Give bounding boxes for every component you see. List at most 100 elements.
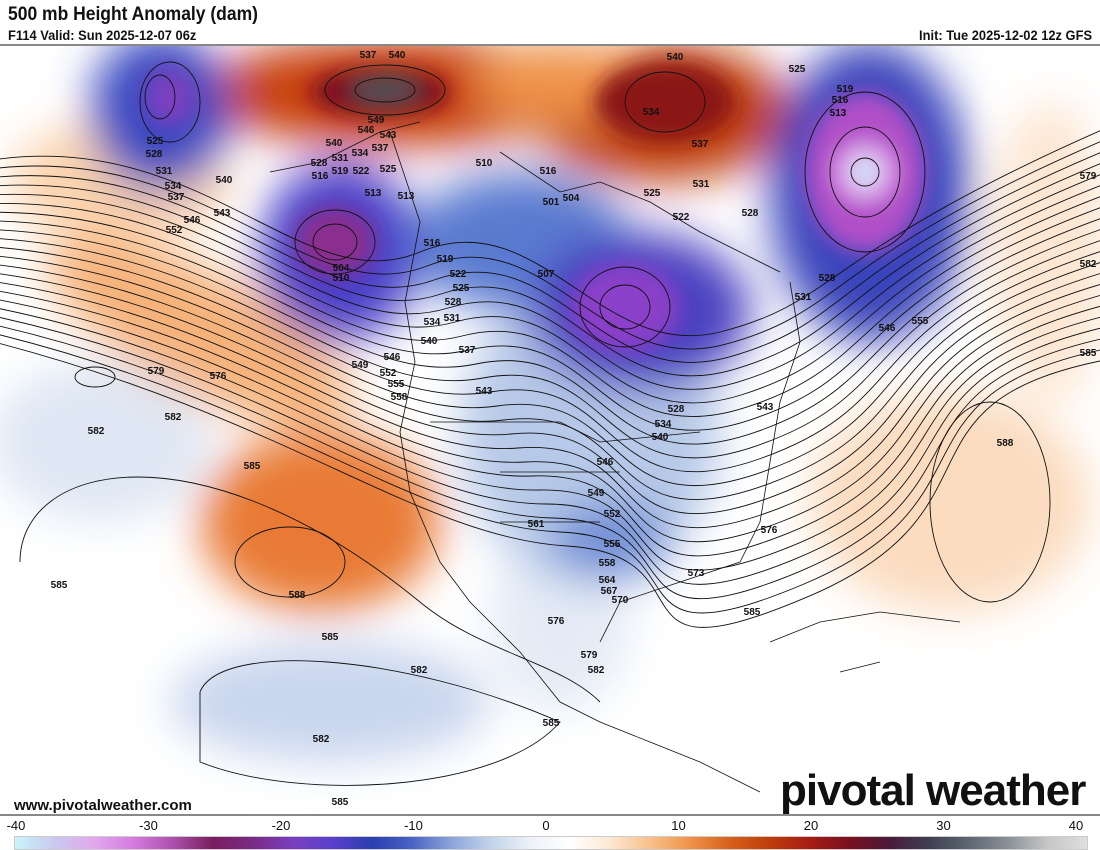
contour-label: 504 — [563, 193, 580, 204]
contour-label: 537 — [692, 139, 709, 150]
contour-label: 540 — [216, 175, 233, 186]
colorbar-tick-label: 0 — [542, 818, 550, 833]
height-contour — [0, 273, 1100, 515]
contour-label: 585 — [543, 718, 560, 729]
contour-label: 528 — [146, 149, 163, 160]
contour-label: 531 — [444, 313, 461, 324]
contour-label: 549 — [368, 115, 385, 126]
contour-label: 510 — [476, 158, 493, 169]
contour-label: 552 — [166, 225, 183, 236]
contour-label: 525 — [644, 188, 661, 199]
contour-label: 552 — [380, 368, 397, 379]
contour-label: 513 — [830, 108, 847, 119]
height-contour — [0, 130, 1100, 337]
contour-label: 516 — [832, 95, 849, 106]
contour-label: 528 — [819, 273, 836, 284]
height-contour — [0, 282, 1100, 528]
contour-label: 534 — [352, 148, 369, 159]
closed-contour — [354, 77, 416, 103]
contour-label: 588 — [289, 590, 306, 601]
contour-label: 522 — [353, 166, 370, 177]
contour-label: 585 — [332, 797, 349, 808]
height-contour — [0, 308, 1100, 571]
closed-contour — [929, 401, 1051, 603]
contour-label: 525 — [789, 64, 806, 75]
height-contour — [0, 343, 1100, 628]
anomaly-cores — [145, 62, 925, 352]
contour-label: 537 — [459, 345, 476, 356]
contour-label: 585 — [51, 580, 68, 591]
height-contour — [0, 334, 1100, 614]
contour-label: 585 — [744, 607, 761, 618]
contour-label: 513 — [398, 191, 415, 202]
contour-label: 528 — [742, 208, 759, 219]
closed-contour — [312, 223, 358, 261]
contour-label: 510 — [333, 273, 350, 284]
contour-label: 507 — [538, 269, 555, 280]
colorbar-tick-label: 40 — [1068, 818, 1084, 833]
contour-label: 585 — [322, 632, 339, 643]
contour-label: 549 — [588, 488, 605, 499]
website-url[interactable]: www.pivotalweather.com — [14, 797, 192, 814]
valid-time: F114 Valid: Sun 2025-12-07 06z — [8, 27, 197, 43]
contour-label: 519 — [837, 84, 854, 95]
closed-contour — [599, 284, 651, 330]
contour-label: 582 — [88, 426, 105, 437]
contour-label: 540 — [421, 336, 438, 347]
contour-label: 555 — [912, 316, 929, 327]
contour-label: 516 — [540, 166, 557, 177]
colorbar-tick-label: 20 — [803, 818, 819, 833]
contour-label: 582 — [588, 665, 605, 676]
contour-label: 528 — [668, 404, 685, 415]
closed-contour — [579, 266, 671, 348]
closed-contour — [324, 64, 446, 116]
colorbar-tick-label: -40 — [6, 818, 26, 833]
contour-label: 519 — [332, 166, 349, 177]
closed-contour — [234, 526, 346, 598]
height-contour — [0, 262, 1100, 501]
contour-label: 555 — [604, 539, 621, 550]
closed-contour — [624, 71, 706, 133]
contour-label: 546 — [184, 215, 201, 226]
height-contour — [0, 152, 1100, 363]
height-contour — [0, 163, 1100, 377]
header: 500 mb Height Anomaly (dam) F114 Valid: … — [0, 0, 1100, 44]
closed-contour — [144, 74, 176, 120]
contour-label: 579 — [148, 366, 165, 377]
contour-label: 534 — [655, 419, 672, 430]
contour-label: 540 — [667, 52, 684, 63]
closed-contour — [74, 366, 116, 388]
contour-label: 582 — [1080, 259, 1097, 270]
height-contour — [0, 240, 1100, 473]
height-anomaly-map[interactable]: 537 540 540 549 546 543 540 537 534 531 528 525 522 5… — [0, 32, 1100, 816]
contour-label: 531 — [693, 179, 710, 190]
contour-label: 576 — [210, 371, 227, 382]
height-contour — [0, 207, 1100, 431]
contour-label: 546 — [597, 457, 614, 468]
colorbar-tick-label: -10 — [404, 818, 423, 833]
contour-label: 501 — [543, 197, 560, 208]
contour-label: 528 — [311, 158, 328, 169]
contour-label: 531 — [156, 166, 173, 177]
init-time: Init: Tue 2025-12-02 12z GFS — [919, 27, 1092, 43]
closed-contour — [139, 61, 201, 143]
contour-labels: 537 540 540 549 546 543 540 537 534 531 528 525 522 5… — [51, 50, 1097, 808]
closed-contour — [294, 209, 376, 275]
contour-label: 528 — [445, 297, 462, 308]
contour-label: 543 — [476, 386, 493, 397]
closed-contour — [804, 91, 926, 253]
contour-label: 576 — [761, 525, 778, 536]
contour-label: 525 — [380, 164, 397, 175]
contour-label: 585 — [1080, 348, 1097, 359]
contour-label: 543 — [757, 402, 774, 413]
contour-label: 546 — [879, 323, 896, 334]
contour-label: 534 — [165, 181, 182, 192]
closed-contour — [829, 126, 901, 218]
contour-label: 543 — [380, 130, 397, 141]
contour-label: 540 — [389, 50, 406, 61]
height-contour — [0, 196, 1100, 418]
height-contour — [0, 290, 1100, 543]
contour-label: 573 — [688, 568, 705, 579]
contour-label: 516 — [312, 171, 329, 182]
contour-label: 522 — [450, 269, 467, 280]
